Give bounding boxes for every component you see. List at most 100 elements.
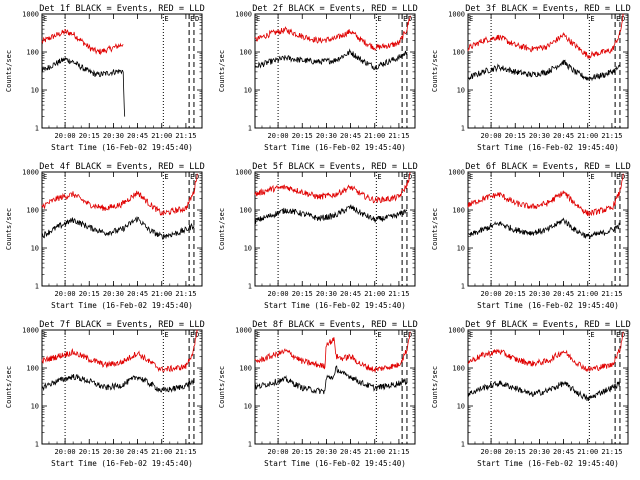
x-tick-label: 20:30 (316, 132, 337, 140)
x-tick-label: 20:00 (481, 132, 502, 140)
x-tick-label: 21:00 (151, 448, 172, 456)
events-rate-line (41, 373, 195, 393)
x-tick-label: 20:00 (481, 448, 502, 456)
panel-svg: Det 4f BLACK = Events, RED = LLD Counts/s… (5, 162, 205, 310)
panel-svg: Det 9f BLACK = Events, RED = LLD Counts/s… (431, 320, 631, 468)
x-tick-label: 20:15 (292, 448, 313, 456)
marker-label: E (190, 173, 194, 181)
marker-label: D (408, 173, 412, 181)
y-tick-label: 10 (244, 87, 252, 95)
y-tick-label: 10 (244, 245, 252, 253)
x-tick-label: 21:00 (577, 290, 598, 298)
y-tick-label: 1 (461, 125, 465, 133)
x-axis-label: Start Time (16-Feb-02 19:45:40) (51, 143, 193, 152)
y-axis-label: Counts/sec (218, 50, 226, 92)
marker-label: E (590, 331, 594, 339)
panel-svg: Det 3f BLACK = Events, RED = LLD Counts/s… (431, 4, 631, 152)
marker-label: E (469, 15, 473, 23)
y-tick-label: 10 (457, 87, 465, 95)
y-tick-label: 100 (452, 49, 465, 57)
plot-frame (254, 171, 416, 287)
x-tick-label: 20:30 (316, 448, 337, 456)
x-tick-label: 21:15 (388, 290, 409, 298)
x-tick-label: 20:30 (529, 448, 550, 456)
lld-rate-line (41, 28, 124, 56)
y-tick-label: 100 (239, 365, 252, 373)
y-tick-label: 10 (244, 403, 252, 411)
marker-label: E (590, 15, 594, 23)
y-tick-label: 1 (461, 283, 465, 291)
marker-label: E (403, 331, 407, 339)
x-tick-label: 21:15 (601, 448, 622, 456)
x-tick-label: 21:00 (364, 448, 385, 456)
x-tick-label: 20:45 (127, 290, 148, 298)
plot-frame (254, 13, 416, 129)
plot-frame (41, 13, 203, 129)
x-tick-label: 20:30 (103, 290, 124, 298)
detector-panel: Det 3f BLACK = Events, RED = LLD Counts/s… (426, 2, 639, 160)
y-tick-label: 10 (31, 403, 39, 411)
lld-rate-line (41, 173, 198, 216)
detector-panel: Det 6f BLACK = Events, RED = LLD Counts/s… (426, 160, 639, 318)
y-tick-label: 1000 (235, 169, 252, 177)
marker-label: E (164, 331, 168, 339)
events-rate-line (467, 217, 621, 240)
panel-svg: Det 7f BLACK = Events, RED = LLD Counts/s… (5, 320, 205, 468)
marker-label: E (616, 331, 620, 339)
x-axis-label: Start Time (16-Feb-02 19:45:40) (477, 301, 619, 310)
x-tick-label: 21:00 (151, 290, 172, 298)
marker-label: E (403, 15, 407, 23)
x-tick-label: 20:30 (316, 290, 337, 298)
detector-panel: Det 5f BLACK = Events, RED = LLD Counts/s… (213, 160, 426, 318)
x-tick-label: 21:00 (151, 132, 172, 140)
y-tick-label: 1 (35, 441, 39, 449)
x-tick-label: 21:00 (364, 132, 385, 140)
y-tick-label: 1000 (22, 11, 39, 19)
y-tick-label: 10 (457, 245, 465, 253)
panel-title: Det 4f BLACK = Events, RED = LLD (39, 162, 205, 172)
panel-title: Det 7f BLACK = Events, RED = LLD (39, 320, 205, 330)
x-tick-label: 21:00 (364, 290, 385, 298)
x-tick-label: 20:30 (529, 290, 550, 298)
x-tick-label: 20:15 (292, 290, 313, 298)
y-tick-label: 1 (248, 283, 252, 291)
y-tick-label: 1000 (22, 327, 39, 335)
marker-label: E (590, 173, 594, 181)
plot-frame (41, 329, 203, 445)
marker-label: E (164, 173, 168, 181)
marker-label: E (190, 15, 194, 23)
x-tick-label: 21:15 (175, 290, 196, 298)
events-rate-line (255, 48, 408, 71)
x-axis-label: Start Time (16-Feb-02 19:45:40) (477, 459, 619, 468)
detector-panel: Det 7f BLACK = Events, RED = LLD Counts/s… (0, 318, 213, 476)
marker-label: E (256, 331, 260, 339)
detector-panel: Det 8f BLACK = Events, RED = LLD Counts/s… (213, 318, 426, 476)
x-tick-label: 20:00 (268, 448, 289, 456)
marker-label: E (43, 173, 47, 181)
detector-panel: Det 4f BLACK = Events, RED = LLD Counts/s… (0, 160, 213, 318)
x-tick-label: 20:15 (505, 132, 526, 140)
x-axis-label: Start Time (16-Feb-02 19:45:40) (51, 301, 193, 310)
marker-label: E (43, 15, 47, 23)
x-axis-label: Start Time (16-Feb-02 19:45:40) (264, 301, 406, 310)
y-axis-label: Counts/sec (218, 208, 226, 250)
x-tick-label: 21:15 (601, 290, 622, 298)
lld-rate-line (41, 329, 198, 373)
marker-label: E (377, 331, 381, 339)
panel-svg: Det 2f BLACK = Events, RED = LLD Counts/s… (218, 4, 418, 152)
events-rate-line (254, 365, 408, 395)
marker-label: E (616, 15, 620, 23)
marker-label: D (621, 331, 625, 339)
y-tick-label: 10 (31, 245, 39, 253)
x-tick-label: 20:15 (505, 290, 526, 298)
x-tick-label: 20:30 (529, 132, 550, 140)
panel-svg: Det 5f BLACK = Events, RED = LLD Counts/s… (218, 162, 418, 310)
y-axis-label: Counts/sec (431, 366, 439, 408)
events-rate-line (467, 59, 621, 82)
marker-label: E (256, 173, 260, 181)
panel-svg: Det 8f BLACK = Events, RED = LLD Counts/s… (218, 320, 418, 468)
x-tick-label: 20:30 (103, 448, 124, 456)
y-axis-label: Counts/sec (5, 366, 13, 408)
y-axis-label: Counts/sec (218, 366, 226, 408)
x-tick-label: 21:15 (175, 448, 196, 456)
